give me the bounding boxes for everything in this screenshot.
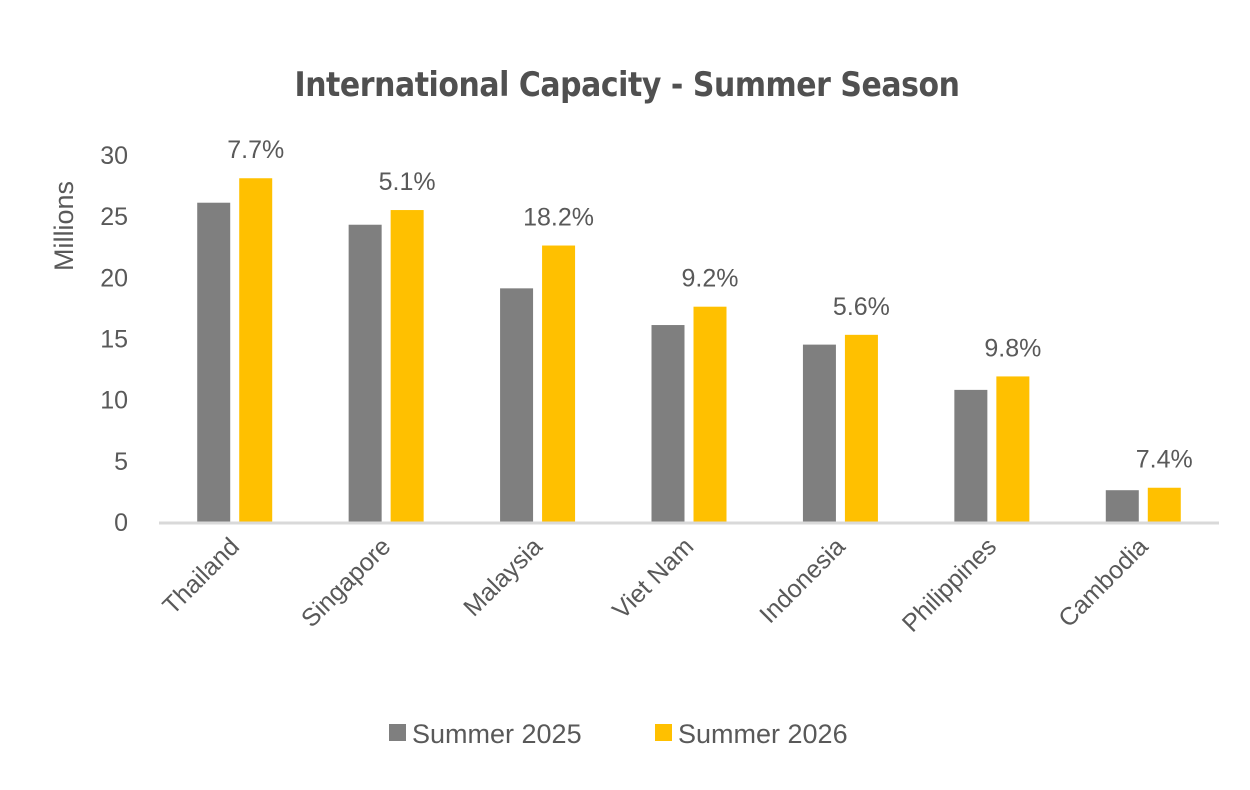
bar-summer-2025 bbox=[802, 344, 836, 522]
legend-label: Summer 2026 bbox=[678, 719, 848, 749]
bar-summer-2025 bbox=[651, 325, 685, 522]
x-tick-label: Philippines bbox=[897, 532, 1002, 637]
x-tick-label: Indonesia bbox=[754, 532, 851, 629]
x-tick-label: Cambodia bbox=[1053, 532, 1153, 632]
y-tick-label: 5 bbox=[114, 448, 128, 476]
data-label: 5.6% bbox=[833, 293, 890, 321]
bar-summer-2026 bbox=[844, 334, 878, 522]
legend-label: Summer 2025 bbox=[412, 719, 582, 749]
x-tick-label: Singapore bbox=[296, 532, 396, 632]
y-tick-label: 20 bbox=[100, 264, 128, 292]
x-tick-label: Viet Nam bbox=[607, 532, 699, 624]
bar-summer-2026 bbox=[239, 178, 273, 522]
bar-summer-2026 bbox=[390, 210, 424, 523]
bar-summer-2025 bbox=[197, 202, 231, 522]
bar-summer-2025 bbox=[500, 288, 534, 522]
bar-summer-2026 bbox=[1147, 487, 1181, 522]
bars bbox=[197, 178, 1181, 523]
bar-summer-2026 bbox=[996, 376, 1030, 522]
bar-summer-2026 bbox=[693, 306, 727, 522]
data-label: 9.2% bbox=[682, 265, 739, 293]
y-tick-label: 15 bbox=[100, 326, 128, 354]
x-axis-ticks: Thailand Singapore Malaysia Viet Nam Indones… bbox=[157, 532, 1153, 637]
chart-title: International Capacity - Summer Season bbox=[295, 65, 960, 105]
legend-swatch-summer-2025 bbox=[389, 724, 406, 741]
data-label: 7.7% bbox=[227, 136, 284, 164]
y-axis-ticks: 0 5 10 15 20 25 30 bbox=[100, 142, 128, 537]
y-tick-label: 30 bbox=[100, 142, 128, 170]
y-tick-label: 10 bbox=[100, 387, 128, 415]
y-tick-label: 0 bbox=[114, 509, 128, 537]
bar-summer-2025 bbox=[1105, 490, 1139, 522]
legend-swatch-summer-2026 bbox=[655, 724, 672, 741]
data-label: 7.4% bbox=[1136, 446, 1193, 474]
data-label: 5.1% bbox=[379, 168, 436, 196]
bar-summer-2026 bbox=[542, 245, 576, 522]
bar-summer-2025 bbox=[348, 224, 382, 523]
bar-summer-2025 bbox=[954, 389, 988, 522]
legend: Summer 2025 Summer 2026 bbox=[389, 719, 848, 749]
x-tick-label: Malaysia bbox=[458, 532, 548, 622]
x-tick-label: Thailand bbox=[157, 532, 245, 620]
data-labels: 7.7% 5.1% 18.2% 9.2% 5.6% 9.8% 7.4% bbox=[227, 136, 1193, 474]
data-label: 18.2% bbox=[523, 204, 594, 232]
data-label: 9.8% bbox=[984, 334, 1041, 362]
y-axis-label: Millions bbox=[49, 181, 79, 271]
y-tick-label: 25 bbox=[100, 203, 128, 231]
